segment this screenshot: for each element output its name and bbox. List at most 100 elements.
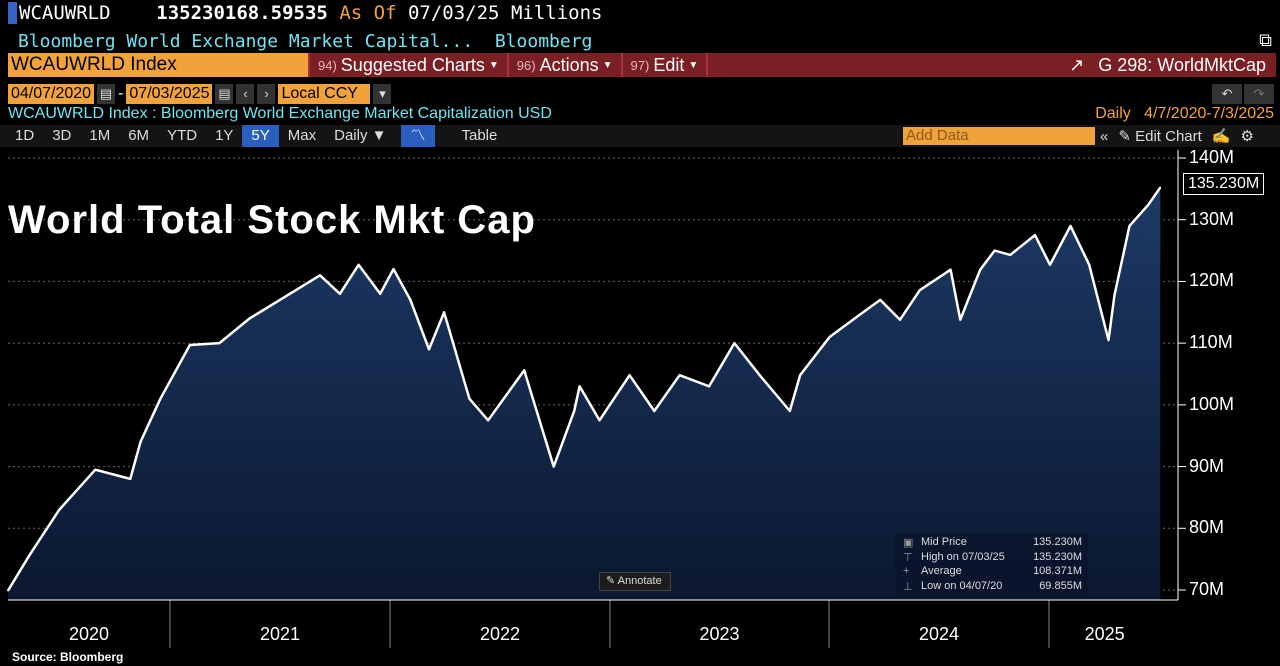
- y-tick-label: 90M: [1189, 455, 1225, 476]
- caret-down-icon: ▼: [602, 59, 613, 71]
- popout-icon[interactable]: ⧉: [1259, 30, 1272, 50]
- y-tick-label: 130M: [1189, 208, 1235, 229]
- data-point: [1107, 339, 1110, 341]
- data-point: [758, 374, 761, 377]
- data-point: [487, 419, 489, 422]
- y-tick-label: 70M: [1189, 579, 1225, 599]
- external-link-icon: ↗: [1069, 54, 1085, 75]
- tab-1y[interactable]: 1Y: [215, 127, 234, 144]
- data-point: [159, 397, 162, 400]
- table-button[interactable]: Table: [461, 127, 498, 144]
- data-point: [653, 410, 656, 412]
- tab-6m[interactable]: 6M: [128, 127, 150, 144]
- x-tick-label: 2024: [919, 624, 960, 644]
- data-point: [993, 249, 996, 252]
- ticker: WCAUWRLD: [19, 2, 111, 24]
- next-button[interactable]: ›: [257, 84, 276, 104]
- caret-down-icon[interactable]: ▾: [373, 84, 392, 104]
- currency-select[interactable]: Local CCY: [278, 84, 371, 104]
- chart-toolbar: 1D 3D 1M 6M YTD 1Y 5Y Max Daily ▼ 〽 Tabl…: [0, 125, 1280, 147]
- chart-subtitle: WCAUWRLD Index : Bloomberg World Exchang…: [8, 105, 552, 122]
- data-point: [1159, 186, 1162, 189]
- gear-icon[interactable]: ⚙: [1240, 128, 1254, 145]
- annotation-edit-icon[interactable]: ✍: [1211, 128, 1231, 145]
- data-point: [248, 317, 251, 320]
- tab-3d[interactable]: 3D: [52, 127, 72, 144]
- tab-max[interactable]: Max: [287, 127, 317, 144]
- x-tick-label: 2021: [260, 624, 301, 644]
- prev-button[interactable]: ‹: [236, 84, 255, 104]
- data-point: [428, 348, 430, 351]
- data-point: [789, 410, 791, 412]
- data-point: [289, 292, 291, 295]
- range-separator: -: [118, 85, 124, 102]
- tab-ytd[interactable]: YTD: [167, 127, 198, 144]
- header-line: WCAUWRLD 135230168.59535 As Of 07/03/25 …: [8, 2, 602, 24]
- legend[interactable]: ▣ Mid Price 135.230M ⊤ High on 07/03/25 135.…: [895, 533, 1088, 597]
- menu-suggested-charts[interactable]: 94) Suggested Charts ▼: [308, 53, 507, 77]
- security-input[interactable]: WCAUWRLD Index: [8, 53, 308, 77]
- data-point: [58, 508, 60, 511]
- calendar-icon[interactable]: ▤: [215, 84, 234, 104]
- data-point: [1009, 254, 1012, 256]
- command-bar: WCAUWRLD Index 94) Suggested Charts ▼ 96) A…: [8, 53, 1276, 77]
- data-point: [139, 441, 142, 443]
- data-point: [628, 374, 631, 377]
- data-point: [879, 299, 881, 301]
- units: Millions: [510, 2, 603, 24]
- caret-down-icon: ▼: [688, 59, 699, 71]
- tab-1d[interactable]: 1D: [15, 127, 35, 144]
- date-range: 04/07/2020 ▤ - 07/03/2025 ▤ ‹ › Local CCY ▾: [8, 84, 392, 104]
- data-point: [379, 292, 382, 295]
- tab-5y[interactable]: 5Y: [242, 125, 279, 147]
- high-marker-icon: ⊤: [903, 551, 913, 564]
- data-point: [799, 374, 801, 377]
- page-link[interactable]: ↗ G 298: WorldMktCap: [1069, 54, 1266, 75]
- data-point: [708, 385, 710, 388]
- as-of-label: As Of: [339, 2, 397, 24]
- menu-actions[interactable]: 96) Actions ▼: [506, 53, 621, 77]
- annotate-button[interactable]: ✎ Annotate: [599, 572, 671, 591]
- add-data-input[interactable]: Add Data: [903, 127, 1095, 145]
- start-date-input[interactable]: 04/07/2020: [8, 84, 95, 104]
- data-point: [899, 318, 901, 321]
- data-point: [858, 313, 861, 316]
- low-marker-icon: ⊥: [903, 580, 913, 593]
- undo-redo: ↶ ↷: [1212, 84, 1274, 104]
- last-value: 135230168.59535: [156, 2, 328, 24]
- data-point: [189, 344, 191, 346]
- collapse-icon[interactable]: «: [1100, 127, 1109, 145]
- last-value-label: 135.230M: [1183, 173, 1265, 195]
- data-point: [94, 468, 97, 471]
- calendar-icon[interactable]: ▤: [97, 84, 116, 104]
- as-of-date: 07/03/25: [407, 2, 500, 24]
- data-point: [959, 318, 962, 321]
- data-point: [1034, 234, 1036, 236]
- data-point: [1147, 204, 1150, 206]
- end-date-input[interactable]: 07/03/2025: [126, 84, 213, 104]
- tab-1m[interactable]: 1M: [89, 127, 111, 144]
- footer-source: Source: Bloomberg: [12, 650, 124, 664]
- y-tick-label: 120M: [1189, 270, 1235, 291]
- menu-edit[interactable]: 97) Edit ▼: [620, 53, 709, 77]
- data-point: [357, 263, 360, 266]
- data-point: [578, 385, 581, 388]
- x-tick-label: 2022: [480, 624, 521, 644]
- data-point: [1049, 263, 1051, 266]
- data-point: [392, 268, 395, 270]
- data-point: [979, 268, 981, 271]
- data-point: [218, 342, 221, 344]
- x-tick-label: 2023: [699, 624, 740, 644]
- source: Bloomberg: [494, 31, 593, 52]
- data-point: [1088, 263, 1090, 266]
- undo-icon[interactable]: ↶: [1212, 84, 1242, 104]
- x-tick-label: 2025: [1084, 624, 1125, 644]
- edit-chart-button[interactable]: ✎ Edit Chart: [1118, 128, 1202, 145]
- data-point: [919, 289, 921, 291]
- redo-icon[interactable]: ↷: [1244, 84, 1274, 104]
- line-chart-icon[interactable]: 〽: [401, 125, 435, 147]
- data-point: [828, 336, 831, 338]
- data-point: [598, 419, 601, 422]
- frequency-select[interactable]: Daily ▼: [334, 127, 387, 144]
- data-point: [733, 342, 736, 344]
